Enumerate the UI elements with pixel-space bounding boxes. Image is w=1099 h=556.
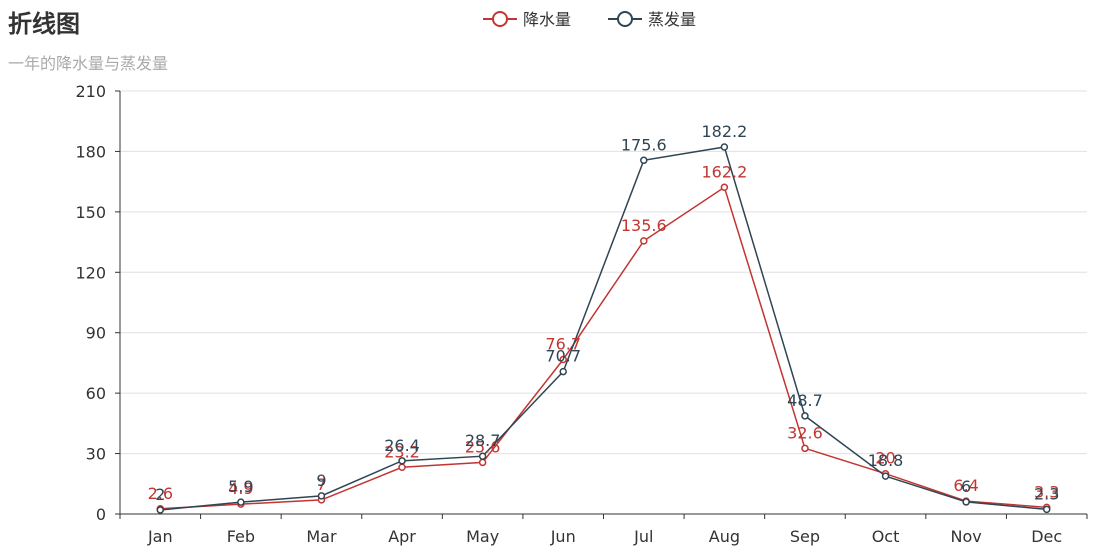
data-point <box>801 444 809 453</box>
data-point <box>1042 505 1051 514</box>
data-label: 70.7 <box>545 347 581 366</box>
data-point <box>559 367 567 376</box>
data-point <box>962 498 970 506</box>
data-label: 25.6 <box>465 437 501 456</box>
data-point <box>801 412 809 420</box>
x-tick-label: Aug <box>709 527 740 546</box>
data-label: 28.7 <box>465 431 501 450</box>
y-tick-label: 180 <box>75 142 106 161</box>
chart-subtitle: 一年的降水量与蒸发量 <box>8 54 169 73</box>
data-label: 2.6 <box>148 484 173 503</box>
y-tick-label: 120 <box>75 263 106 282</box>
data-label: 9 <box>316 471 326 490</box>
data-label: 135.6 <box>621 216 667 235</box>
data-point <box>478 458 487 467</box>
data-label: 2 <box>155 485 165 504</box>
x-tick-label: Jul <box>633 527 653 546</box>
x-tick-label: Apr <box>388 527 416 546</box>
data-label: 182.2 <box>701 122 747 141</box>
data-point <box>156 506 165 514</box>
x-tick-label: Oct <box>872 527 900 546</box>
data-label: 23.2 <box>384 442 420 461</box>
data-label: 2.3 <box>1034 484 1059 503</box>
data-point <box>317 492 326 500</box>
x-tick-label: Mar <box>306 527 337 546</box>
data-point <box>640 156 648 165</box>
data-label: 175.6 <box>621 135 667 154</box>
data-label: 162.2 <box>701 162 747 181</box>
data-point <box>559 355 567 364</box>
y-tick-label: 60 <box>86 384 106 403</box>
data-point <box>720 143 729 151</box>
series-line-2 <box>160 146 1047 511</box>
x-tick-label: Nov <box>951 527 982 546</box>
data-label: 26.4 <box>384 436 420 455</box>
data-label: 4.9 <box>228 479 253 498</box>
x-tick-label: Sep <box>790 527 820 546</box>
legend-label: 蒸发量 <box>648 10 696 29</box>
x-tick-label: Jun <box>550 527 576 546</box>
chart-title: 折线图 <box>8 10 80 38</box>
data-point <box>398 463 406 472</box>
data-point <box>398 457 406 465</box>
data-label: 7 <box>316 475 326 494</box>
data-label: 48.7 <box>787 391 823 410</box>
y-tick-label: 150 <box>75 203 106 222</box>
legend-label: 降水量 <box>523 10 571 29</box>
x-tick-label: Dec <box>1031 527 1062 546</box>
data-label: 76.7 <box>545 335 581 354</box>
series-line-1 <box>160 186 1047 510</box>
y-tick-label: 30 <box>86 445 106 464</box>
data-point <box>720 183 729 192</box>
data-label: 32.6 <box>787 423 823 442</box>
data-point <box>478 452 487 460</box>
x-tick-label: Feb <box>227 527 255 546</box>
data-label: 18.8 <box>868 451 904 470</box>
legend-marker <box>617 11 633 27</box>
data-label: 6 <box>961 477 971 496</box>
x-tick-label: May <box>466 527 499 546</box>
y-tick-label: 90 <box>86 324 106 343</box>
data-label: 6.4 <box>953 476 978 495</box>
data-label: 20 <box>875 449 895 468</box>
data-point <box>881 472 890 480</box>
x-tick-label: Jan <box>147 527 173 546</box>
legend-marker <box>492 11 508 27</box>
data-point <box>640 237 648 245</box>
data-label: 5.9 <box>228 477 253 496</box>
data-label: 3.3 <box>1034 482 1059 501</box>
y-tick-label: 0 <box>96 505 106 524</box>
y-tick-label: 210 <box>75 82 106 101</box>
data-point <box>237 498 245 506</box>
